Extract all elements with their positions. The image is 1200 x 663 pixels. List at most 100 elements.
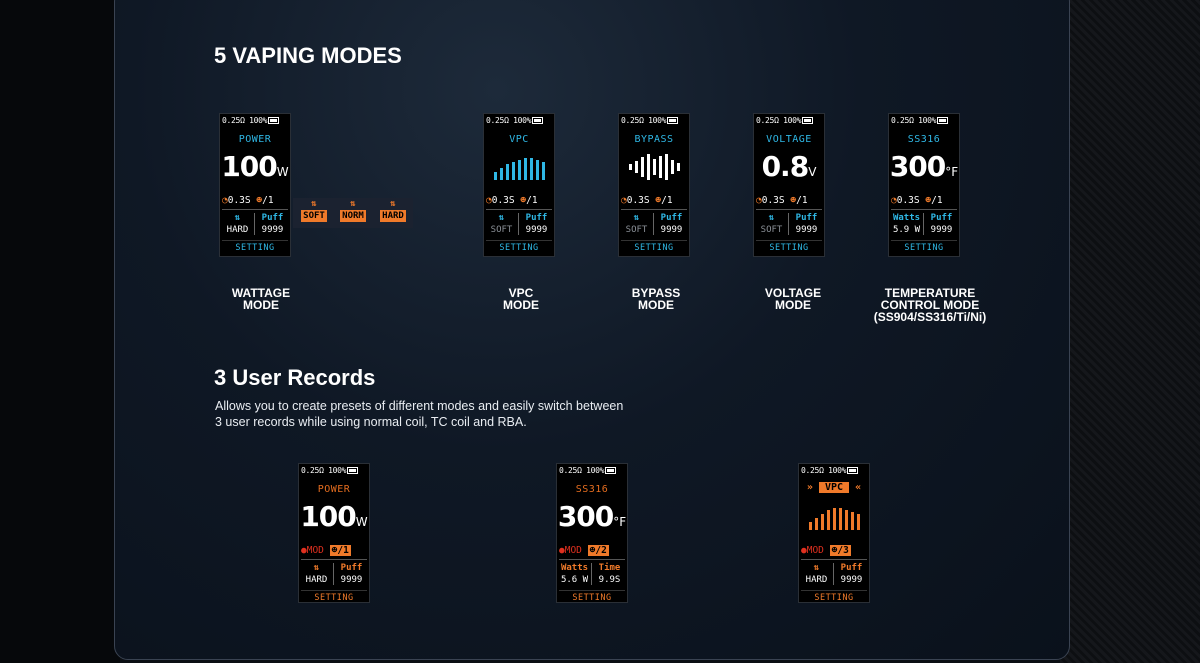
- arrows-icon: ⇅: [633, 213, 640, 223]
- setting-label: SETTING: [756, 240, 822, 253]
- bar-icon-segment: [815, 518, 818, 530]
- setting-label: SETTING: [486, 240, 552, 253]
- left-stat: Watts 5.6 W: [558, 562, 591, 586]
- mode-label-vpc: VPC MODE: [451, 287, 591, 311]
- screen-bypass: 0.25Ω 100% BYPASS ◔0.3S ☻/1 ⇅ SOFT Puff 99…: [618, 113, 690, 257]
- clock-icon: ◔: [486, 195, 492, 206]
- divider: [801, 559, 867, 560]
- mode-name: POWER: [238, 134, 272, 145]
- content-panel: 5 VAPING MODES 0.25Ω 100% POWER 100W ◔0.…: [114, 0, 1070, 660]
- user-icon: ☻: [790, 195, 797, 206]
- chevron-left-icon: «: [855, 482, 862, 493]
- status-text: 0.25Ω 100%: [301, 466, 347, 475]
- user-record-badge: ☻/3: [829, 545, 851, 556]
- section-title-modes: 5 VAPING MODES: [214, 43, 402, 68]
- bar-icon-segment: [641, 157, 644, 177]
- value-unit: °F: [613, 515, 627, 529]
- mode-name: VPC: [509, 134, 529, 145]
- setting-label: SETTING: [222, 240, 288, 253]
- mod-icon: ●: [801, 545, 807, 556]
- bar-icon-segment: [833, 508, 836, 530]
- user-record: /1: [661, 195, 673, 206]
- label-line: VPC: [508, 286, 534, 300]
- value-unit: V: [808, 165, 817, 179]
- right-stat-label: Puff: [340, 563, 363, 573]
- bar-icon-segment: [536, 160, 539, 180]
- strength-label: SOFT: [301, 210, 327, 222]
- battery-icon: [667, 117, 679, 124]
- right-stat-label: Puff: [840, 563, 863, 573]
- battery-icon: [605, 467, 617, 474]
- left-stat-value: HARD: [226, 225, 249, 235]
- main-value: 100W: [299, 500, 369, 533]
- bar-icon-segment: [629, 164, 632, 170]
- label-line: BYPASS: [631, 286, 681, 300]
- status-bar: 0.25Ω 100%: [559, 466, 617, 475]
- bottom-stats: ⇅ HARD Puff 9999: [799, 562, 869, 588]
- bar-icon-segment: [659, 156, 662, 178]
- value-number: 300: [557, 500, 614, 533]
- strength-option: ⇅ HARD: [376, 198, 410, 222]
- mod-tag: MOD: [806, 545, 824, 556]
- right-stat: Puff 9999: [835, 562, 868, 586]
- label-line: MODE: [503, 298, 539, 312]
- left-background: [0, 0, 120, 663]
- info-row: ●MOD ☻/2: [559, 545, 625, 556]
- clock-icon: ◔: [621, 195, 627, 206]
- bar-icon-segment: [821, 514, 824, 530]
- bar-icon-segment: [530, 158, 533, 180]
- vpc-curve-icon: [494, 154, 545, 180]
- label-line: CONTROL MODE: [880, 298, 980, 312]
- waveform-icon: [629, 154, 680, 180]
- right-stat-value: 9999: [340, 575, 363, 585]
- left-stat-value: HARD: [805, 575, 828, 585]
- divider: [222, 209, 288, 210]
- right-stat: Time 9.9S: [593, 562, 626, 586]
- main-value: 0.8V: [754, 150, 824, 183]
- carbon-fiber-background: [1060, 0, 1200, 663]
- mod-tag: MOD: [564, 545, 582, 556]
- status-text: 0.25Ω 100%: [222, 116, 268, 125]
- divider: [254, 213, 255, 235]
- mode-name: VPC: [818, 482, 850, 493]
- bottom-stats: ⇅ SOFT Puff 9999: [619, 212, 689, 238]
- section-title-records: 3 User Records: [214, 365, 376, 390]
- value-number: 300: [889, 150, 946, 183]
- right-stat-label: Time: [598, 563, 621, 573]
- divider: [653, 213, 654, 235]
- screen-temperature: 0.25Ω 100% SS316 300°F ◔0.3S ☻/1 Watts 5.…: [888, 113, 960, 257]
- vpc-curve-icon: [809, 504, 860, 530]
- bar-icon-segment: [857, 514, 860, 530]
- status-bar: 0.25Ω 100%: [891, 116, 949, 125]
- user-record: /2: [595, 545, 607, 556]
- records-description: Allows you to create presets of differen…: [215, 398, 635, 430]
- strength-option: ⇅ NORM: [336, 198, 370, 222]
- bar-icon-segment: [494, 172, 497, 180]
- mod-icon: ●: [559, 545, 565, 556]
- value-unit: W: [355, 515, 368, 529]
- bar-icon-segment: [500, 168, 503, 180]
- left-stat-value: SOFT: [760, 225, 783, 235]
- user-record-badge: ☻/1: [329, 545, 351, 556]
- screen-voltage: 0.25Ω 100% VOLTAGE 0.8V ◔0.3S ☻/1 ⇅ SOFT …: [753, 113, 825, 257]
- battery-icon: [847, 467, 859, 474]
- desc-line: Allows you to create presets of differen…: [215, 399, 624, 413]
- mode-label-wattage: WATTAGE MODE: [191, 287, 331, 311]
- left-stat-value: HARD: [305, 575, 328, 585]
- desc-line: 3 user records while using normal coil, …: [215, 415, 527, 429]
- label-line: (SS904/SS316/Ti/Ni): [873, 310, 987, 324]
- left-stat-value: 5.9 W: [892, 225, 921, 235]
- strength-label: NORM: [340, 210, 366, 222]
- left-stat-label: Watts: [892, 213, 921, 223]
- setting-label: SETTING: [621, 240, 687, 253]
- bar-icon-segment: [506, 164, 509, 180]
- label-line: MODE: [775, 298, 811, 312]
- status-text: 0.25Ω 100%: [756, 116, 802, 125]
- user-record: /1: [796, 195, 808, 206]
- setting-label: SETTING: [559, 590, 625, 603]
- battery-icon: [532, 117, 544, 124]
- screen-vpc: 0.25Ω 100% VPC ◔0.3S ☻/1 ⇅ SOFT Puff 9999 …: [483, 113, 555, 257]
- bottom-stats: ⇅ SOFT Puff 9999: [484, 212, 554, 238]
- user-icon: ☻: [520, 195, 527, 206]
- status-bar: 0.25Ω 100%: [756, 116, 814, 125]
